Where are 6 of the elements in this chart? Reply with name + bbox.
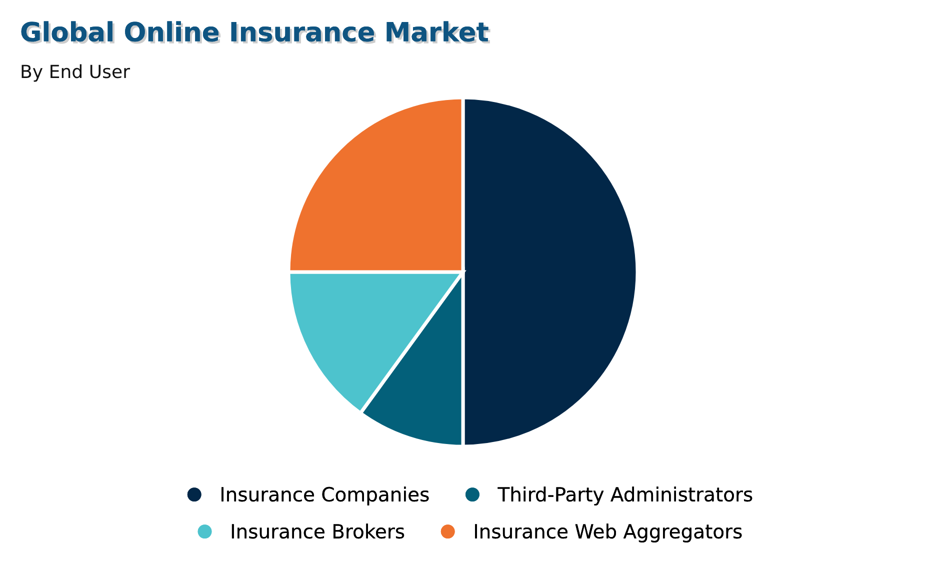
chart-subtitle: By End User	[22, 64, 130, 82]
legend-label: Insurance Web Aggregators	[475, 524, 742, 542]
legend-label: Insurance Companies	[222, 486, 429, 506]
legend-label: Insurance Brokers	[232, 524, 404, 539]
legend-label: Third-Party Administrators	[498, 486, 752, 506]
chart-title: Global Online Insurance Market	[21, 21, 490, 44]
